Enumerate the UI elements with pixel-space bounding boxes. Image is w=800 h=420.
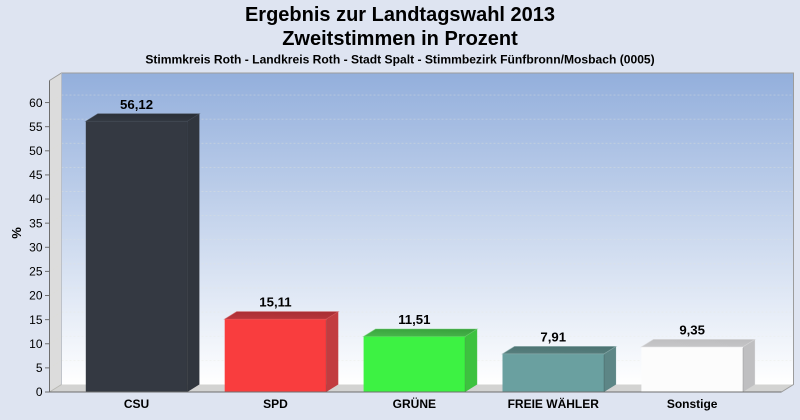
svg-text:Zweitstimmen in Prozent: Zweitstimmen in Prozent: [282, 28, 518, 50]
svg-text:9,35: 9,35: [679, 322, 705, 337]
svg-text:GRÜNE: GRÜNE: [393, 396, 436, 411]
svg-text:40: 40: [29, 192, 43, 206]
svg-text:25: 25: [29, 265, 43, 279]
svg-text:20: 20: [29, 289, 43, 303]
svg-text:Ergebnis zur Landtagswahl 2013: Ergebnis zur Landtagswahl 2013: [245, 4, 555, 26]
svg-text:Sonstige: Sonstige: [667, 397, 718, 411]
svg-text:Stimmkreis Roth - Landkreis Ro: Stimmkreis Roth - Landkreis Roth - Stadt…: [145, 53, 654, 67]
svg-text:55: 55: [29, 120, 43, 134]
svg-text:50: 50: [29, 144, 43, 158]
svg-text:45: 45: [29, 168, 43, 182]
svg-text:11,51: 11,51: [398, 312, 430, 327]
svg-text:0: 0: [36, 385, 43, 399]
svg-text:10: 10: [29, 337, 43, 351]
svg-text:35: 35: [29, 216, 43, 230]
svg-text:CSU: CSU: [124, 397, 149, 411]
svg-text:7,91: 7,91: [540, 329, 566, 344]
svg-text:15: 15: [29, 313, 43, 327]
svg-text:60: 60: [29, 96, 43, 110]
svg-text:%: %: [9, 227, 24, 239]
svg-text:56,12: 56,12: [120, 97, 153, 112]
svg-text:FREIE WÄHLER: FREIE WÄHLER: [508, 396, 600, 411]
svg-text:30: 30: [29, 240, 43, 254]
svg-text:SPD: SPD: [263, 397, 288, 411]
svg-text:15,11: 15,11: [259, 295, 291, 310]
svg-text:5: 5: [36, 361, 43, 375]
